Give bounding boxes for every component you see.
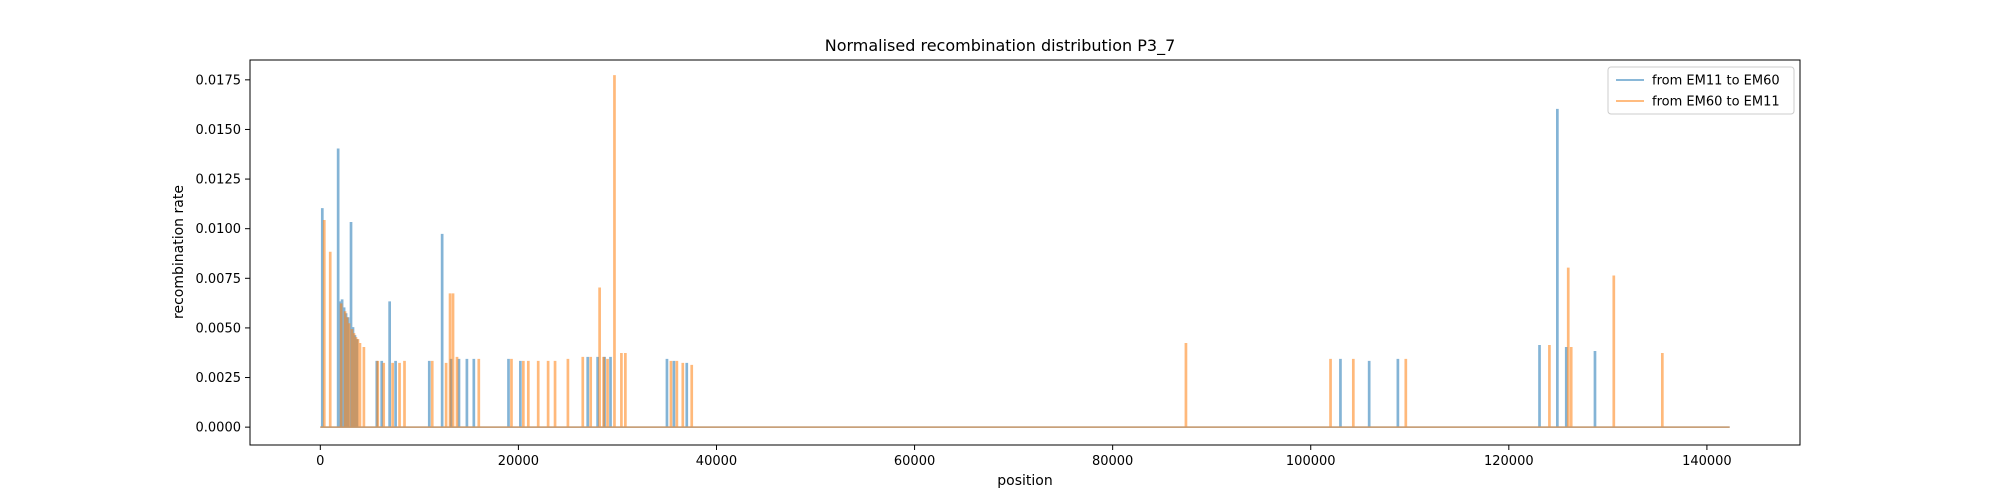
y-tick-label: 0.0000 <box>196 421 242 436</box>
legend-label-2: from EM60 to EM11 <box>1652 95 1780 110</box>
y-axis: 0.0000 0.0025 0.0050 0.0075 0.0100 0.0125 0.01… <box>196 73 250 436</box>
y-tick-label: 0.0025 <box>196 371 242 386</box>
x-tick-label: 80000 <box>1092 454 1133 469</box>
series-layer <box>320 75 1730 428</box>
chart-title: Normalised recombination distribution P3… <box>825 36 1176 56</box>
legend: from EM11 to EM60 from EM60 to EM11 <box>1607 66 1795 115</box>
x-tick-label: 100000 <box>1286 454 1336 469</box>
y-tick-label: 0.0050 <box>196 321 242 336</box>
legend-label-1: from EM11 to EM60 <box>1652 74 1780 89</box>
x-tick-label: 140000 <box>1682 454 1732 469</box>
x-tick-label: 20000 <box>498 454 539 469</box>
y-axis-label: recombination rate <box>171 185 187 319</box>
y-tick-label: 0.0175 <box>196 73 242 88</box>
x-axis-label: position <box>997 473 1052 489</box>
plot-area-frame <box>249 59 1801 446</box>
y-tick-label: 0.0100 <box>196 222 242 237</box>
x-tick-label: 120000 <box>1484 454 1534 469</box>
y-tick-label: 0.0150 <box>196 123 242 138</box>
series-line-2 <box>320 75 1730 428</box>
x-axis: 0 20000 40000 60000 80000 100000 120000 140000 <box>316 445 1732 469</box>
legend-box <box>1607 66 1795 115</box>
x-tick-label: 40000 <box>696 454 737 469</box>
y-tick-label: 0.0125 <box>196 173 242 188</box>
x-tick-label: 60000 <box>894 454 935 469</box>
x-tick-label: 0 <box>316 454 324 469</box>
y-tick-label: 0.0075 <box>196 272 242 287</box>
series-line-1 <box>320 108 1730 428</box>
